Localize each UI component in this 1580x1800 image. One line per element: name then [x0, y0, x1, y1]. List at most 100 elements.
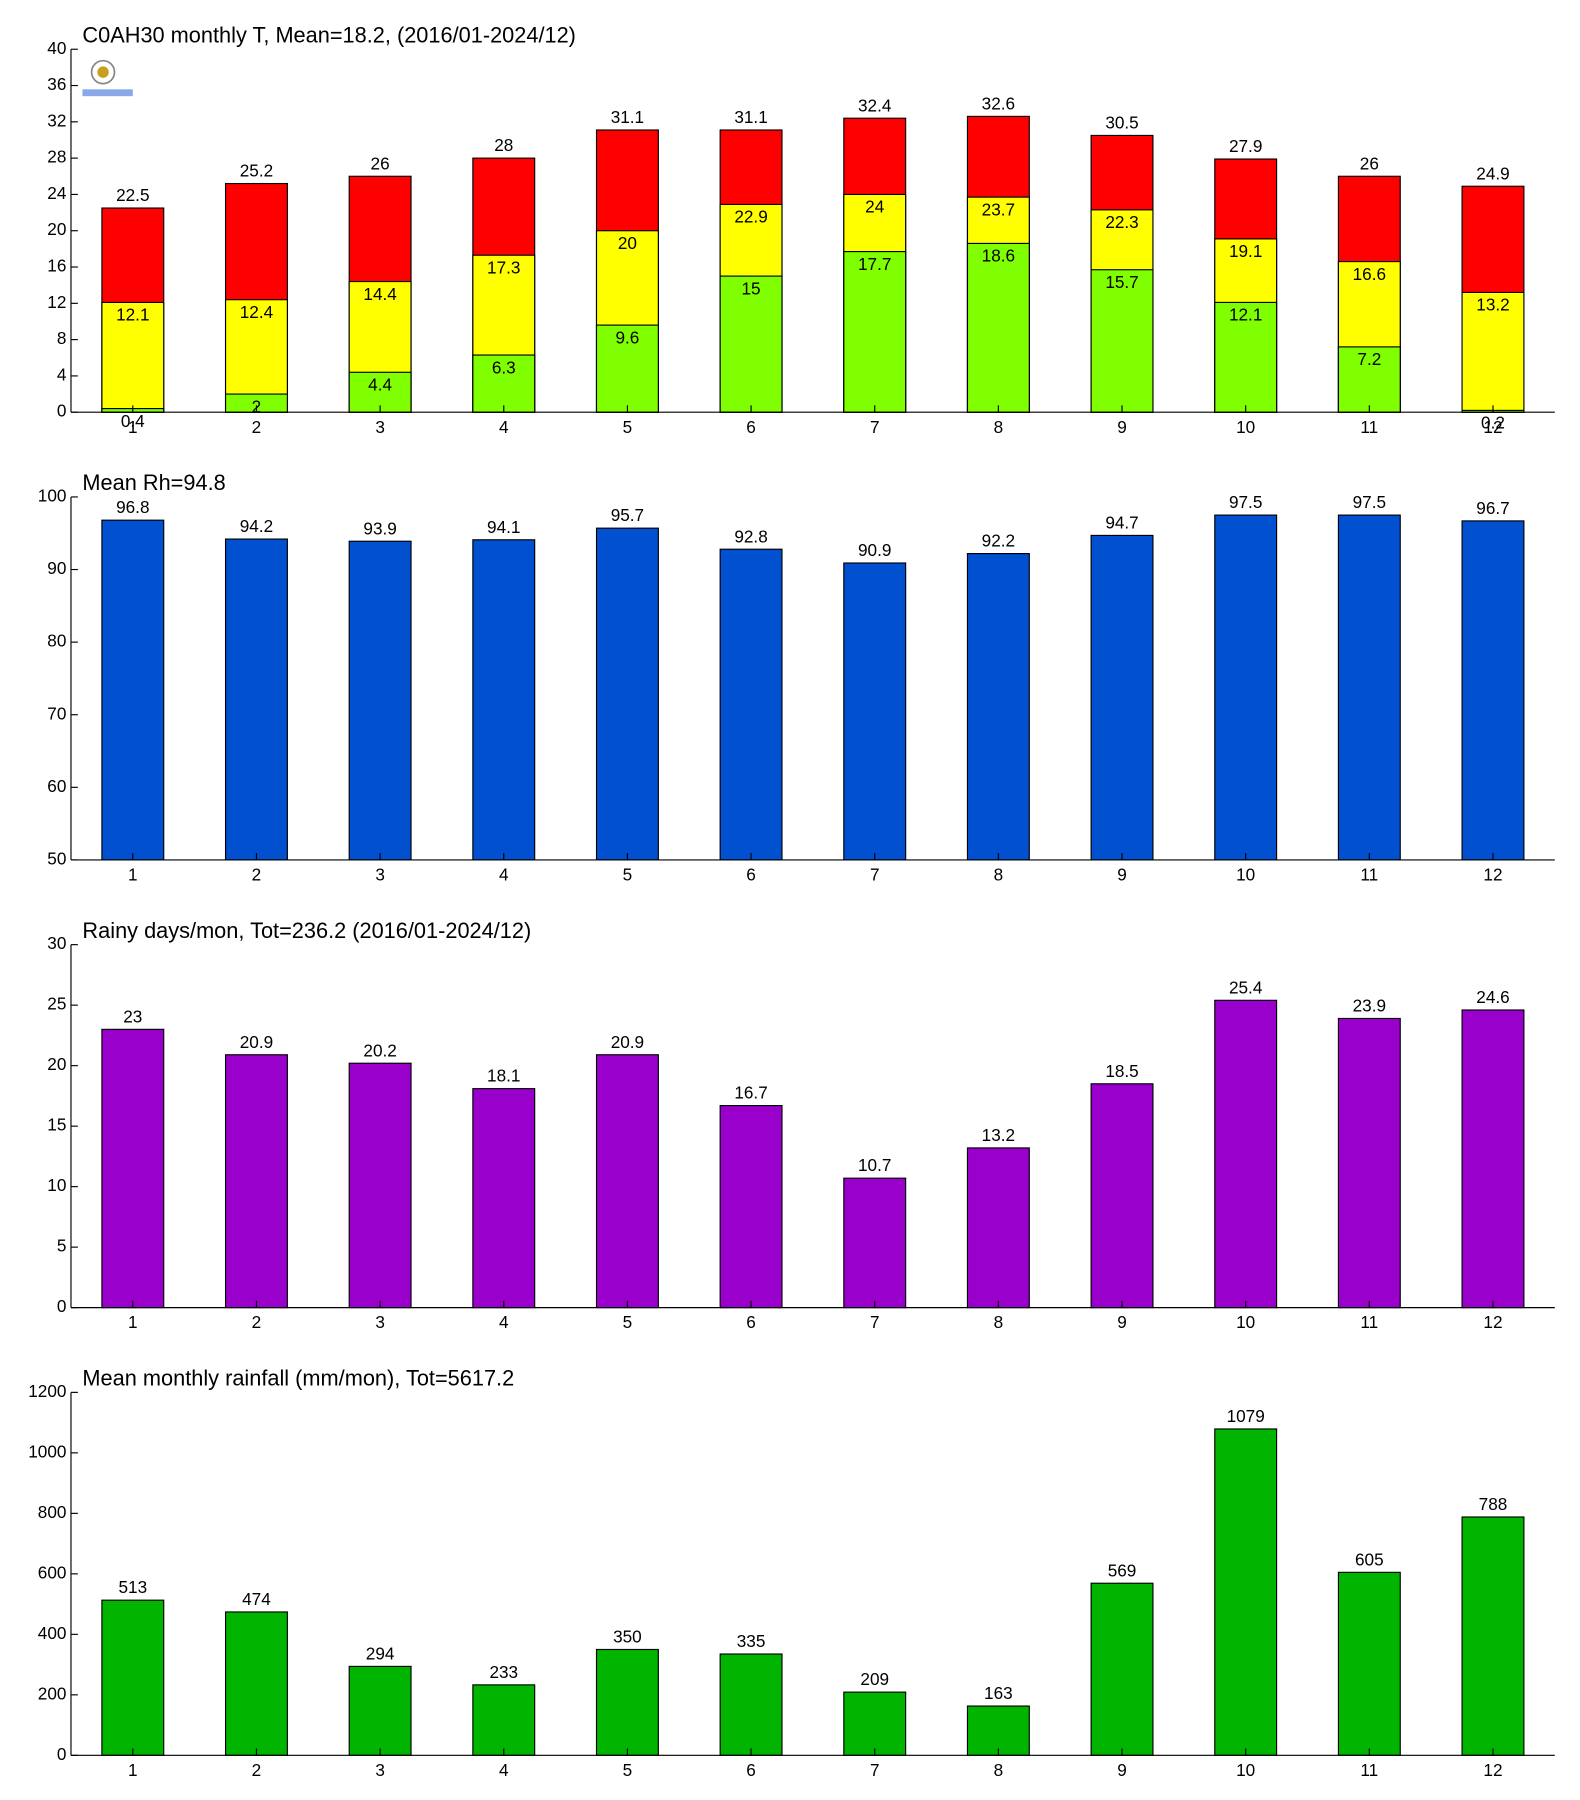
value-label: 18.1	[487, 1066, 520, 1086]
x-tick-label: 6	[746, 1760, 756, 1780]
value-label: 9.6	[615, 327, 639, 347]
value-label: 22.9	[734, 207, 767, 227]
value-label: 93.9	[363, 518, 396, 538]
y-tick-label: 4	[57, 364, 67, 384]
y-tick-label: 1000	[28, 1441, 66, 1461]
bar	[472, 354, 536, 413]
value-label: 294	[366, 1643, 395, 1663]
value-label: 4.4	[368, 375, 392, 395]
value-label: 16.6	[1353, 264, 1386, 284]
value-label: 96.8	[116, 497, 149, 517]
value-label: 95.7	[611, 505, 644, 525]
x-tick-label: 7	[870, 1760, 880, 1780]
value-label: 24.6	[1476, 987, 1509, 1007]
bar	[348, 1062, 412, 1309]
logo	[82, 59, 133, 97]
x-tick-label: 1	[128, 1312, 138, 1332]
x-tick-label: 11	[1360, 1312, 1378, 1332]
y-tick-label: 800	[38, 1502, 67, 1522]
bar	[472, 1684, 536, 1756]
bar	[101, 1028, 165, 1309]
bar	[1090, 534, 1154, 861]
value-label: 788	[1479, 1494, 1508, 1514]
value-label: 10.7	[858, 1155, 891, 1175]
bar	[224, 1611, 288, 1756]
value-label: 22.3	[1105, 212, 1138, 232]
value-label: 27.9	[1229, 136, 1262, 156]
x-tick-label: 11	[1360, 864, 1378, 884]
x-tick-label: 7	[870, 864, 880, 884]
bar	[595, 527, 659, 861]
x-tick-label: 1	[128, 864, 138, 884]
bar	[966, 1147, 1030, 1309]
x-tick-label: 8	[994, 417, 1004, 437]
y-tick-label: 30	[47, 933, 66, 953]
value-label: 163	[984, 1683, 1013, 1703]
x-tick-label: 9	[1117, 1312, 1127, 1332]
value-label: 23.7	[982, 199, 1015, 219]
x-tick-label: 9	[1117, 864, 1127, 884]
value-label: 94.1	[487, 517, 520, 537]
value-label: 25.2	[240, 161, 273, 181]
bar	[595, 1054, 659, 1309]
value-label: 25.4	[1229, 977, 1263, 997]
x-tick-label: 1	[128, 1760, 138, 1780]
bar	[843, 1691, 907, 1756]
y-tick-label: 40	[47, 38, 66, 58]
value-label: 13.2	[982, 1125, 1015, 1145]
x-tick-label: 2	[252, 1760, 262, 1780]
y-tick-label: 400	[38, 1623, 67, 1643]
bar	[1090, 1582, 1154, 1756]
y-tick-label: 20	[47, 1054, 66, 1074]
value-label: 31.1	[734, 107, 767, 127]
bar	[1090, 1083, 1154, 1309]
value-label: 12.1	[1229, 305, 1262, 325]
x-tick-label: 6	[746, 864, 756, 884]
y-tick-label: 20	[47, 219, 66, 239]
value-label: 209	[860, 1669, 889, 1689]
y-tick-label: 10	[47, 1175, 66, 1195]
bar	[843, 562, 907, 861]
y-tick-label: 32	[47, 110, 66, 130]
y-tick-label: 8	[57, 328, 67, 348]
x-tick-label: 12	[1483, 1312, 1502, 1332]
y-tick-label: 60	[47, 776, 66, 796]
bar	[1461, 520, 1525, 861]
value-label: 24	[865, 197, 885, 217]
bar	[966, 242, 1030, 413]
bar	[472, 1088, 536, 1309]
value-label: 0.4	[121, 411, 145, 431]
value-label: 20.9	[240, 1032, 273, 1052]
value-label: 16.7	[734, 1083, 767, 1103]
value-label: 18.5	[1105, 1061, 1138, 1081]
value-label: 17.3	[487, 257, 520, 277]
y-tick-label: 12	[47, 292, 66, 312]
value-label: 97.5	[1229, 492, 1262, 512]
value-label: 94.7	[1105, 513, 1138, 533]
bar	[1337, 514, 1401, 861]
y-tick-label: 16	[47, 256, 66, 276]
bar	[1461, 1009, 1525, 1309]
chart-title: Mean Rh=94.8	[82, 470, 225, 495]
x-tick-label: 11	[1360, 1760, 1378, 1780]
x-tick-label: 7	[870, 1312, 880, 1332]
value-label: 92.2	[982, 531, 1015, 551]
x-tick-label: 4	[499, 864, 509, 884]
y-tick-label: 70	[47, 703, 66, 723]
value-label: 31.1	[611, 107, 644, 127]
y-tick-label: 24	[47, 183, 67, 203]
x-tick-label: 3	[375, 1760, 385, 1780]
x-tick-label: 8	[994, 1760, 1004, 1780]
value-label: 26	[371, 153, 390, 173]
chart-title: C0AH30 monthly T, Mean=18.2, (2016/01-20…	[82, 22, 576, 47]
x-tick-label: 6	[746, 1312, 756, 1332]
bar	[224, 538, 288, 861]
value-label: 30.5	[1105, 113, 1138, 133]
y-tick-label: 15	[47, 1115, 66, 1135]
y-tick-label: 90	[47, 558, 66, 578]
x-tick-label: 6	[746, 417, 756, 437]
value-label: 6.3	[492, 357, 516, 377]
value-label: 26	[1360, 153, 1379, 173]
